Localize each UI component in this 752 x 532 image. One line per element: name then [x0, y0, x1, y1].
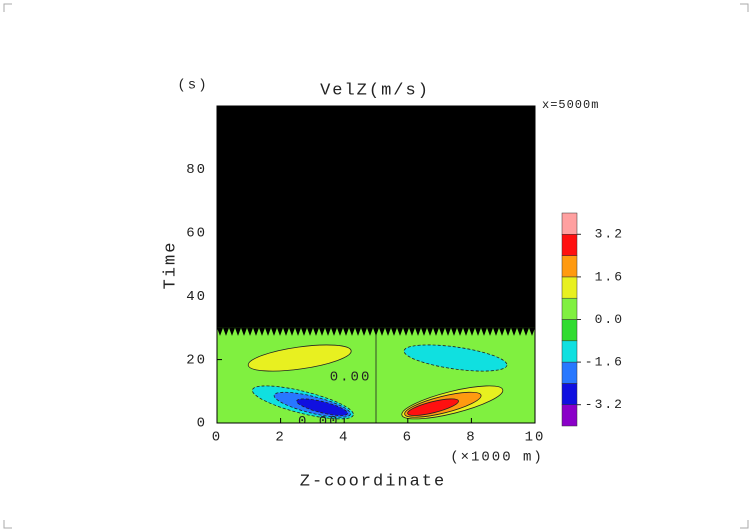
- colorbar-box: [561, 234, 578, 256]
- y-tick-label: 0: [197, 416, 207, 432]
- colorbar-box: [561, 255, 578, 278]
- contour-label: 0.00: [330, 370, 372, 386]
- x-tick-label: 10: [525, 430, 546, 446]
- x-tick-label: 4: [339, 430, 349, 446]
- contour-blob: [247, 344, 352, 372]
- colorbar-box: [561, 212, 578, 235]
- plot-frame: [216, 105, 536, 424]
- contour-region: [247, 344, 352, 372]
- contour-region: [407, 398, 459, 416]
- noise-edge: [217, 327, 535, 336]
- x-tick-label: 0: [212, 430, 222, 446]
- y-axis-label: Time: [161, 241, 180, 290]
- colorbar-box: [561, 383, 578, 405]
- contour-blob: [251, 385, 354, 420]
- x-tick-label: 6: [403, 430, 413, 446]
- colorbar-label: 3.2: [595, 227, 624, 242]
- colorbar-label: -1.6: [585, 355, 624, 370]
- plot-area: 0.00 0.00: [217, 106, 535, 430]
- colorbar-box: [561, 361, 578, 384]
- colorbar-box: [561, 276, 578, 299]
- y-tick-label: 40: [186, 289, 207, 305]
- colorbar-label: 0.0: [595, 312, 624, 327]
- contour-blob: [401, 385, 504, 420]
- chart-title: VelZ(m/s): [320, 81, 430, 100]
- x-axis-label: Z-coordinate: [300, 472, 446, 491]
- contour-region: [296, 398, 348, 416]
- noise-region: [217, 106, 535, 328]
- x-tick-label: 8: [466, 430, 476, 446]
- colorbar-box: [561, 404, 578, 427]
- colorbar-box: [561, 340, 578, 363]
- colorbar-label: -3.2: [585, 397, 624, 412]
- contour-blob: [403, 344, 508, 372]
- contour-label: 0.00: [298, 414, 340, 430]
- y-tick-label: 20: [186, 352, 207, 368]
- contour-region: [403, 344, 508, 372]
- x-tick-label: 2: [275, 430, 285, 446]
- annotation: x=5000m: [542, 98, 599, 112]
- y-unit: (s): [177, 78, 208, 94]
- x-unit: (×1000 m): [450, 450, 544, 466]
- y-tick-label: 60: [186, 226, 207, 242]
- colorbar-box: [561, 297, 578, 320]
- y-tick-label: 80: [186, 162, 207, 178]
- colorbar-label: 1.6: [595, 269, 624, 284]
- colorbar-box: [561, 319, 578, 342]
- page-corners: [3, 3, 749, 529]
